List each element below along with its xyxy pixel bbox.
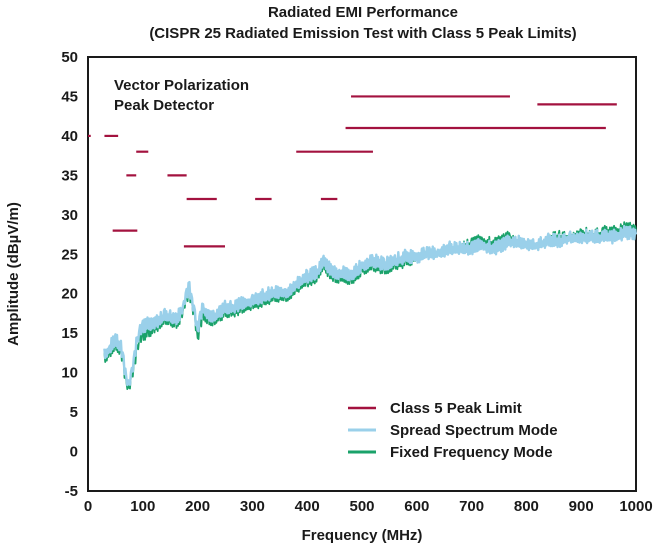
y-tick-label: 10 [61, 365, 78, 382]
y-tick-label: 15 [61, 325, 78, 342]
x-tick-label: 500 [349, 498, 374, 515]
x-tick-label: 700 [459, 498, 484, 515]
chart-subtitle: (CISPR 25 Radiated Emission Test with Cl… [149, 25, 576, 42]
y-tick-label: 0 [70, 444, 78, 461]
annotation-line-1: Vector Polarization [114, 77, 249, 94]
x-axis-label: Frequency (MHz) [302, 527, 423, 544]
x-tick-label: 0 [84, 498, 92, 515]
y-tick-label: -5 [65, 483, 78, 500]
y-tick-label: 20 [61, 286, 78, 303]
legend-label-fixed: Fixed Frequency Mode [390, 444, 553, 461]
annotation-line-2: Peak Detector [114, 97, 214, 114]
y-tick-label: 50 [61, 49, 78, 66]
x-ticks: 0 100 200 300 400 500 600 700 800 900 1000 [84, 498, 653, 515]
x-tick-label: 100 [130, 498, 155, 515]
y-ticks: -5 0 5 10 15 20 25 30 35 40 45 50 [61, 49, 78, 500]
chart-title: Radiated EMI Performance [268, 4, 458, 21]
x-tick-label: 400 [295, 498, 320, 515]
limit-series [88, 95, 617, 248]
legend-label-limit: Class 5 Peak Limit [390, 400, 522, 417]
x-tick-label: 300 [240, 498, 265, 515]
y-tick-label: 25 [61, 246, 78, 263]
y-tick-label: 5 [70, 404, 78, 421]
legend-label-spread: Spread Spectrum Mode [390, 422, 558, 439]
y-tick-label: 45 [61, 88, 78, 105]
x-tick-label: 1000 [619, 498, 652, 515]
spread-series [103, 224, 638, 387]
x-tick-label: 200 [185, 498, 210, 515]
x-tick-label: 900 [569, 498, 594, 515]
plot-frame [87, 56, 637, 492]
x-tick-label: 600 [404, 498, 429, 515]
y-tick-label: 40 [61, 128, 78, 145]
x-tick-label: 800 [514, 498, 539, 515]
y-tick-label: 35 [61, 167, 78, 184]
y-tick-label: 30 [61, 207, 78, 224]
legend: Class 5 Peak Limit Spread Spectrum Mode … [348, 400, 558, 461]
y-axis-label: Amplitude (dBµV/m) [5, 202, 22, 346]
spread-spectrum-line [103, 224, 638, 387]
